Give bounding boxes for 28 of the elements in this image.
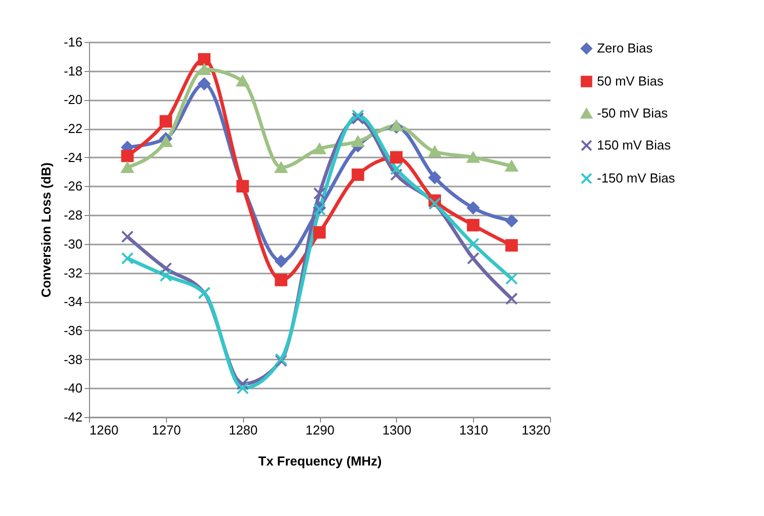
x-tick-label: 1270 — [152, 422, 181, 438]
y-tick-label: -42 — [64, 410, 82, 424]
y-tick-label: -32 — [64, 265, 82, 280]
y-tick-label: -28 — [64, 208, 82, 223]
y-tick-label: -16 — [64, 34, 82, 50]
x-tick-label: 1260 — [90, 422, 118, 438]
y-tick-label: -18 — [64, 63, 82, 78]
x-axis-title: Tx Frequency (MHz) — [258, 454, 382, 468]
y-axis-title: Conversion Loss (dB) — [38, 162, 54, 298]
y-tick-label: -40 — [64, 380, 82, 396]
y-tick-label: -34 — [64, 294, 82, 310]
y-tick-label: -36 — [64, 322, 82, 338]
x-tick-label: 1300 — [382, 422, 412, 438]
legend-label: 150 mV Bias — [597, 138, 672, 152]
y-tick-label: -22 — [64, 121, 82, 136]
x-tick-label: 1310 — [459, 422, 488, 438]
y-tick-label: -24 — [64, 150, 82, 165]
y-tick-label: -30 — [64, 236, 82, 252]
x-tick-label: 1290 — [306, 422, 334, 438]
legend-label: -50 mV Bias — [597, 106, 668, 120]
legend-label: -150 mV Bias — [597, 170, 676, 186]
y-tick-label: -26 — [64, 178, 82, 194]
y-tick-label: -38 — [64, 352, 82, 367]
y-tick-label: -20 — [64, 92, 82, 108]
x-tick-label: 1280 — [228, 422, 258, 438]
legend-label: 50 mV Bias — [597, 74, 664, 88]
legend-label: Zero Bias — [597, 40, 654, 56]
x-tick-label: 1320 — [522, 422, 550, 438]
